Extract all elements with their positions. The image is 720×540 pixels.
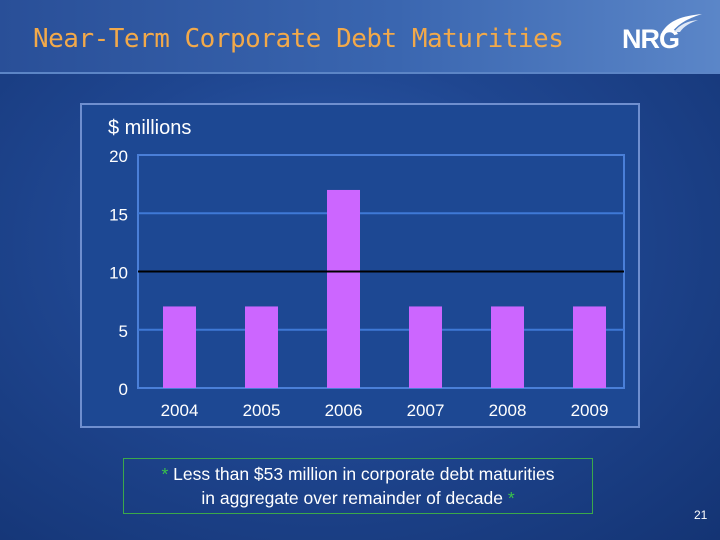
bar (327, 189, 360, 388)
footnote-text-1: Less than $53 million in corporate debt … (173, 464, 555, 484)
y-unit-label: $ millions (108, 117, 192, 139)
footnote-line-2: in aggregate over remainder of decade * (124, 486, 592, 510)
x-tick-label: 2005 (243, 401, 281, 420)
y-tick-label: 0 (119, 380, 128, 399)
y-tick-label: 10 (109, 264, 128, 283)
footnote-text-2: in aggregate over remainder of decade (201, 488, 503, 508)
x-tick-label: 2009 (571, 401, 609, 420)
x-tick-label: 2006 (325, 401, 363, 420)
page-number: 21 (694, 508, 708, 522)
bar (245, 306, 278, 388)
footnote-box: * Less than $53 million in corporate deb… (123, 458, 593, 514)
y-tick-label: 15 (109, 205, 128, 224)
bar (491, 306, 524, 388)
y-tick-label: 20 (109, 147, 128, 166)
bar (409, 306, 442, 388)
y-tick-label: 5 (119, 322, 128, 341)
header-band (0, 0, 720, 72)
x-tick-label: 2008 (489, 401, 527, 420)
header-divider (0, 72, 720, 74)
footnote-line-1: * Less than $53 million in corporate deb… (124, 462, 592, 486)
x-tick-label: 2004 (161, 401, 199, 420)
asterisk-icon: * (161, 464, 169, 484)
asterisk-icon: * (507, 488, 515, 508)
nrg-logo: NRG (622, 12, 704, 56)
bar (163, 306, 196, 388)
slide-title: Near-Term Corporate Debt Maturities (33, 24, 564, 54)
x-tick-label: 2007 (407, 401, 445, 420)
bird-wing-icon (662, 14, 702, 32)
bar (573, 306, 606, 388)
